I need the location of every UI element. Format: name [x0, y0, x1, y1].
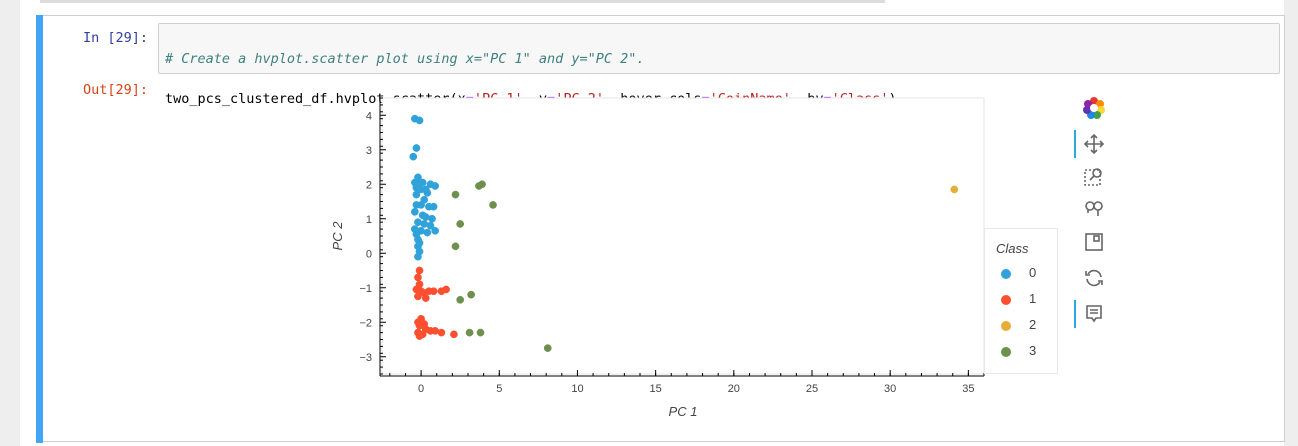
point-class-0-36 [421, 185, 430, 194]
x-tick-label-6: 30 [884, 383, 896, 395]
x-tick-label-1: 5 [496, 383, 502, 395]
plot-frame [381, 97, 985, 375]
point-class-0-17 [410, 208, 419, 216]
legend-title: Class [996, 241, 1029, 256]
y-axis-label: PC 2 [330, 221, 345, 251]
point-class-0-2 [412, 144, 421, 152]
point-class-3-10 [543, 344, 552, 352]
point-class-1-9 [442, 285, 450, 294]
legend-marker-1 [1001, 295, 1011, 305]
y-tick-label-3: 0 [366, 248, 372, 260]
point-class-0-16 [429, 202, 438, 211]
point-class-3-6 [467, 290, 475, 299]
x-tick-label-3: 15 [650, 383, 662, 395]
point-class-3-9 [476, 328, 485, 337]
selected-cell-indicator [36, 15, 43, 443]
point-class-0-23 [426, 221, 435, 230]
x-axis-label: PC 1 [669, 404, 698, 419]
legend-marker-3 [1001, 347, 1011, 357]
plot-toolbar [1074, 92, 1114, 342]
point-class-3-5 [451, 242, 460, 251]
point-class-0-3 [409, 152, 418, 161]
point-class-1-22 [450, 330, 458, 339]
reset-icon[interactable] [1082, 266, 1106, 290]
input-prompt: In [29]: [83, 30, 149, 46]
legend-label-2: 2 [1029, 317, 1037, 332]
save-icon[interactable] [1082, 230, 1106, 254]
scatter-chart-svg[interactable]: −3 −2 −1 0 1 2 3 4 0 5 10 15 20 25 30 35 PC 1 PC 2 [320, 92, 1000, 432]
y-tick-label-1: −2 [359, 317, 372, 329]
point-class-0-27 [431, 226, 440, 235]
point-class-0-33 [414, 252, 422, 261]
point-class-1-7 [429, 287, 438, 296]
point-class-0-26 [423, 228, 432, 237]
point-class-3-3 [489, 201, 497, 209]
point-class-1-23 [415, 332, 424, 340]
y-tick-label-0: −3 [359, 352, 372, 364]
hover-icon[interactable] [1074, 300, 1106, 328]
scatter-plot[interactable]: −3 −2 −1 0 1 2 3 4 0 5 10 15 20 25 30 35 PC 1 PC 2 [320, 92, 1000, 432]
point-class-0-7 [418, 178, 427, 187]
previous-cell-edge [40, 0, 885, 3]
point-class-2-0 [950, 185, 959, 194]
x-tick-label-5: 25 [806, 383, 818, 395]
legend-label-3: 3 [1029, 343, 1037, 358]
y-tick-label-6: 3 [366, 145, 372, 157]
point-class-3-4 [456, 220, 465, 228]
point-class-0-14 [417, 201, 425, 209]
legend-marker-2 [1001, 321, 1011, 331]
point-class-0-20 [428, 214, 436, 223]
point-class-3-1 [478, 180, 486, 189]
point-class-3-7 [456, 295, 465, 304]
point-class-1-11 [421, 294, 430, 302]
previous-cell-strip [0, 0, 1298, 14]
box-zoom-icon[interactable] [1082, 164, 1106, 188]
legend-label-1: 1 [1029, 291, 1037, 306]
point-class-1-21 [437, 328, 446, 337]
legend-label-0: 0 [1029, 265, 1037, 280]
point-class-1-1 [414, 273, 422, 282]
y-tick-label-5: 2 [366, 179, 372, 191]
point-class-3-8 [465, 328, 474, 337]
legend-marker-0 [1001, 269, 1011, 279]
point-class-0-9 [431, 182, 440, 190]
x-tick-label-2: 10 [571, 383, 583, 395]
bokeh-logo-icon[interactable] [1082, 96, 1106, 120]
x-tick-label-4: 20 [728, 383, 740, 395]
point-class-1-10 [414, 292, 422, 301]
x-tick-label-7: 35 [962, 383, 974, 395]
cell-border [36, 15, 1285, 442]
code-input-area[interactable]: # Create a hvplot.scatter plot using x="… [158, 23, 1280, 107]
output-prompt: Out[29]: [83, 82, 149, 98]
pan-icon[interactable] [1074, 130, 1106, 158]
y-tick-label-4: 1 [366, 214, 372, 226]
y-tick-label-7: 4 [366, 110, 372, 122]
notebook-paper-top [20, 0, 1284, 14]
code-comment-line: # Create a hvplot.scatter plot using x="… [165, 51, 645, 67]
point-class-1-0 [415, 266, 424, 275]
wheel-zoom-icon[interactable] [1082, 196, 1106, 220]
point-class-0-1 [415, 116, 424, 125]
chart-legend[interactable]: Class 0 1 2 3 [984, 228, 1058, 374]
point-class-3-2 [451, 190, 460, 199]
x-tick-label-0: 0 [418, 383, 424, 395]
y-tick-label-2: −1 [359, 283, 372, 295]
